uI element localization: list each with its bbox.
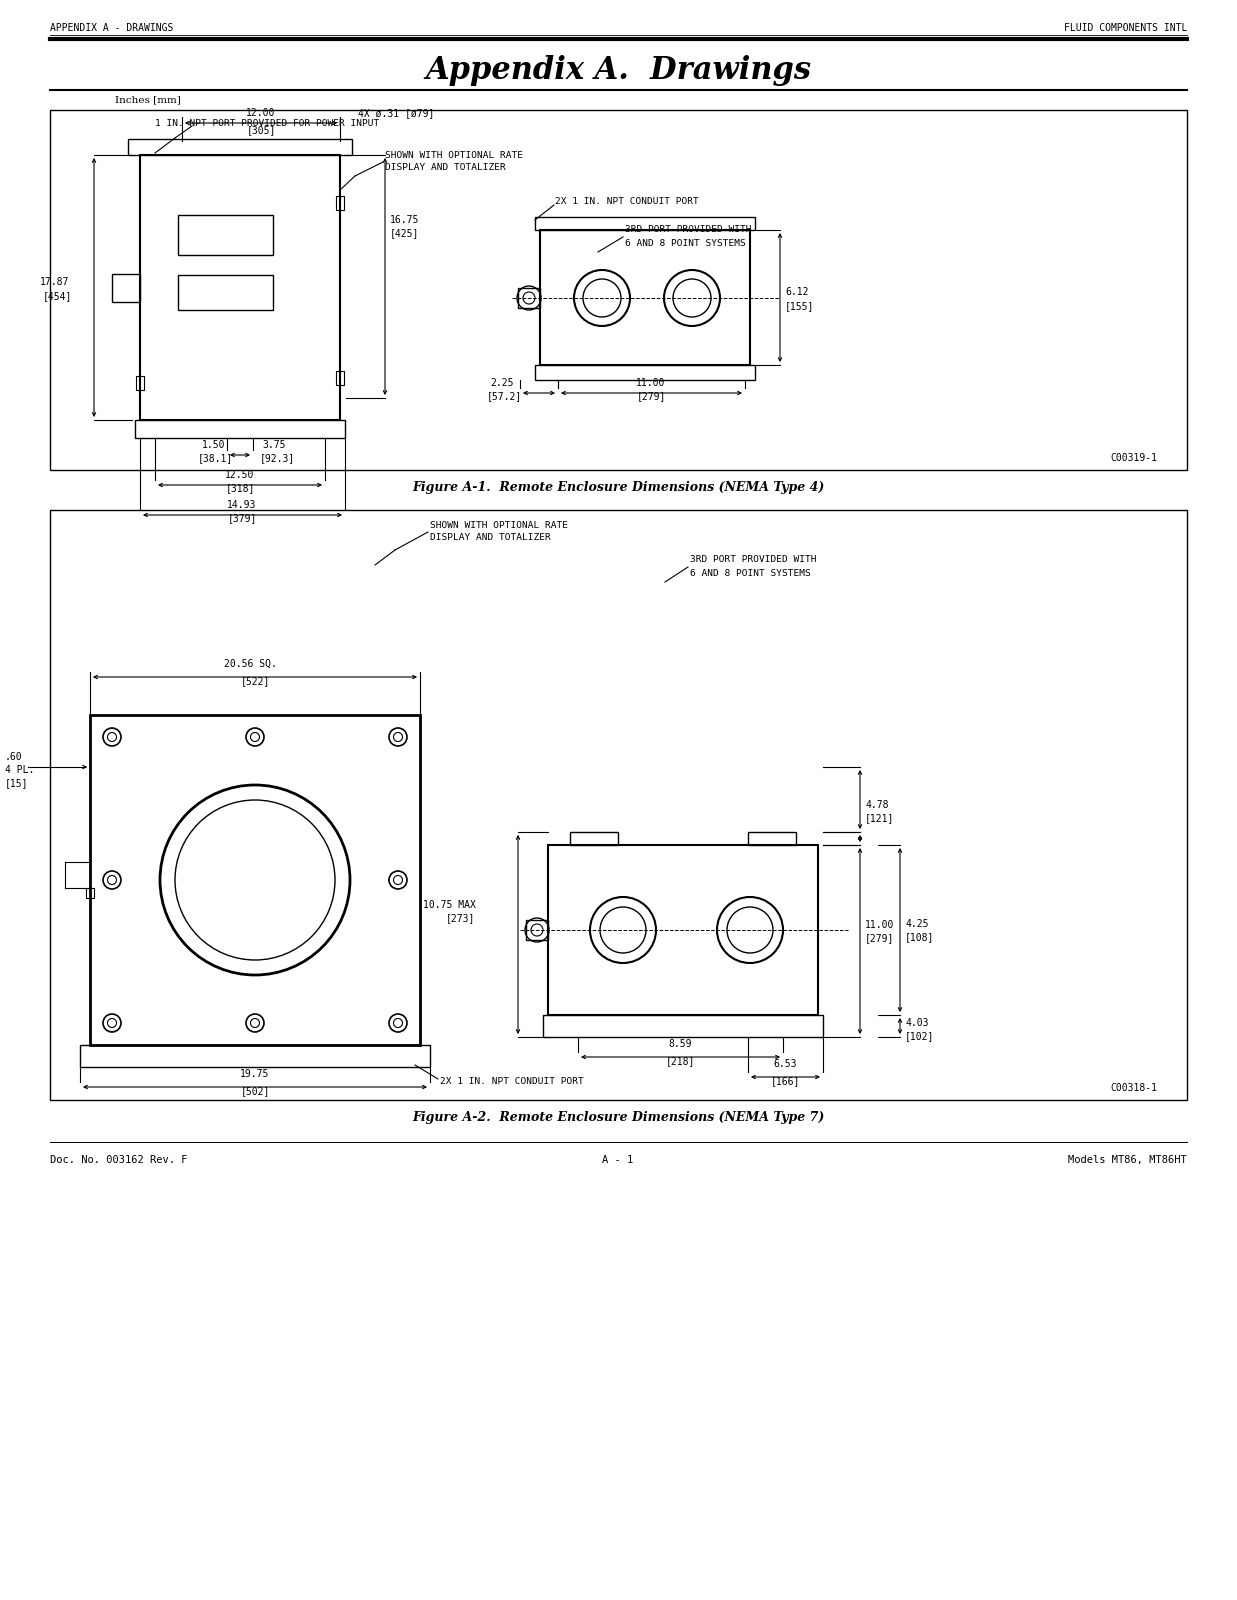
Text: SHOWN WITH OPTIONAL RATE: SHOWN WITH OPTIONAL RATE — [385, 150, 523, 160]
Text: 4.25: 4.25 — [905, 918, 929, 930]
Text: [279]: [279] — [636, 390, 666, 402]
Text: 3.75: 3.75 — [262, 440, 286, 450]
Bar — [336, 371, 344, 386]
Text: SHOWN WITH OPTIONAL RATE: SHOWN WITH OPTIONAL RATE — [430, 520, 568, 530]
Text: 16.75: 16.75 — [390, 214, 419, 226]
Text: Figure A-2.  Remote Enclosure Dimensions (NEMA Type 7): Figure A-2. Remote Enclosure Dimensions … — [412, 1112, 824, 1125]
Text: [218]: [218] — [666, 1056, 695, 1066]
Text: 17.87: 17.87 — [41, 277, 69, 286]
Text: 11.00: 11.00 — [636, 378, 666, 387]
Text: Doc. No. 003162 Rev. F: Doc. No. 003162 Rev. F — [49, 1155, 188, 1165]
Text: FLUID COMPONENTS INTL: FLUID COMPONENTS INTL — [1064, 22, 1188, 34]
Text: [166]: [166] — [771, 1075, 799, 1086]
Text: [318]: [318] — [225, 483, 255, 493]
Text: [15]: [15] — [5, 778, 28, 787]
Text: [425]: [425] — [390, 227, 419, 238]
Bar — [518, 288, 541, 307]
Bar — [548, 845, 818, 1014]
Bar — [534, 218, 755, 230]
Text: [279]: [279] — [865, 933, 894, 942]
Text: [379]: [379] — [228, 514, 257, 523]
Bar — [113, 274, 140, 302]
Text: Models MT86, MT86HT: Models MT86, MT86HT — [1069, 1155, 1188, 1165]
Text: C00318-1: C00318-1 — [1110, 1083, 1157, 1093]
Text: 20.56 SQ.: 20.56 SQ. — [224, 659, 276, 669]
Bar — [534, 365, 755, 379]
Bar — [136, 376, 143, 390]
Text: 3RD PORT PROVIDED WITH: 3RD PORT PROVIDED WITH — [625, 226, 752, 235]
Text: 6 AND 8 POINT SYSTEMS: 6 AND 8 POINT SYSTEMS — [690, 568, 810, 578]
Bar — [49, 510, 1188, 1101]
Bar — [178, 275, 273, 310]
Text: [92.3]: [92.3] — [260, 453, 296, 462]
Bar — [127, 139, 353, 155]
Bar — [543, 1014, 823, 1037]
Circle shape — [251, 1019, 260, 1027]
Text: DISPLAY AND TOTALIZER: DISPLAY AND TOTALIZER — [385, 163, 506, 173]
Bar — [49, 110, 1188, 470]
Text: APPENDIX A - DRAWINGS: APPENDIX A - DRAWINGS — [49, 22, 173, 34]
Bar — [135, 419, 345, 438]
Circle shape — [108, 733, 116, 741]
Text: 14.93: 14.93 — [228, 499, 257, 510]
Bar — [87, 888, 94, 898]
Text: 10.75 MAX: 10.75 MAX — [423, 899, 476, 910]
Circle shape — [393, 733, 402, 741]
Text: 4.03: 4.03 — [905, 1018, 929, 1029]
Text: 1.50: 1.50 — [202, 440, 225, 450]
Bar — [80, 1045, 430, 1067]
Text: [522]: [522] — [240, 675, 270, 686]
Text: 6.53: 6.53 — [773, 1059, 797, 1069]
Text: 2X 1 IN. NPT CONDUIT PORT: 2X 1 IN. NPT CONDUIT PORT — [440, 1077, 584, 1086]
Text: 2X 1 IN. NPT CONDUIT PORT: 2X 1 IN. NPT CONDUIT PORT — [555, 197, 699, 206]
Text: [454]: [454] — [42, 291, 72, 301]
Text: [102]: [102] — [905, 1030, 934, 1042]
Circle shape — [393, 1019, 402, 1027]
Circle shape — [108, 1019, 116, 1027]
Bar — [178, 214, 273, 254]
Text: Inches [mm]: Inches [mm] — [115, 96, 181, 104]
Bar — [90, 715, 421, 1045]
Text: [273]: [273] — [447, 914, 475, 923]
Bar — [526, 920, 548, 939]
Text: Figure A-1.  Remote Enclosure Dimensions (NEMA Type 4): Figure A-1. Remote Enclosure Dimensions … — [412, 482, 824, 494]
Text: [38.1]: [38.1] — [198, 453, 234, 462]
Bar — [570, 832, 618, 845]
Text: A - 1: A - 1 — [602, 1155, 633, 1165]
Text: 1 IN. NPT PORT PROVIDED FOR POWER INPUT: 1 IN. NPT PORT PROVIDED FOR POWER INPUT — [155, 118, 380, 128]
Text: 6.12: 6.12 — [785, 286, 809, 298]
Circle shape — [251, 733, 260, 741]
Text: [108]: [108] — [905, 931, 934, 942]
Text: C00319-1: C00319-1 — [1110, 453, 1157, 462]
Circle shape — [108, 875, 116, 885]
Text: [502]: [502] — [240, 1086, 270, 1096]
Text: 2.25: 2.25 — [490, 378, 513, 387]
Text: 3RD PORT PROVIDED WITH: 3RD PORT PROVIDED WITH — [690, 555, 816, 565]
Text: 4.78: 4.78 — [865, 800, 888, 810]
Text: [57.2]: [57.2] — [487, 390, 522, 402]
Text: [121]: [121] — [865, 813, 894, 822]
Text: 19.75: 19.75 — [240, 1069, 270, 1078]
Text: 12.50: 12.50 — [225, 470, 255, 480]
Text: 11.00: 11.00 — [865, 920, 894, 930]
Bar — [748, 832, 795, 845]
Text: 4X ø.31 [ø79]: 4X ø.31 [ø79] — [357, 109, 434, 118]
Text: DISPLAY AND TOTALIZER: DISPLAY AND TOTALIZER — [430, 533, 550, 542]
Text: 12.00: 12.00 — [246, 109, 276, 118]
Bar — [541, 230, 750, 365]
Text: [305]: [305] — [246, 125, 276, 134]
Bar — [336, 195, 344, 210]
Text: 8.59: 8.59 — [668, 1038, 691, 1050]
Circle shape — [393, 875, 402, 885]
Bar — [140, 155, 340, 419]
Text: Appendix A.  Drawings: Appendix A. Drawings — [426, 54, 811, 85]
Text: [155]: [155] — [785, 301, 814, 310]
Text: .60: .60 — [5, 752, 22, 762]
Text: 4 PL.: 4 PL. — [5, 765, 35, 774]
Text: 6 AND 8 POINT SYSTEMS: 6 AND 8 POINT SYSTEMS — [625, 238, 746, 248]
